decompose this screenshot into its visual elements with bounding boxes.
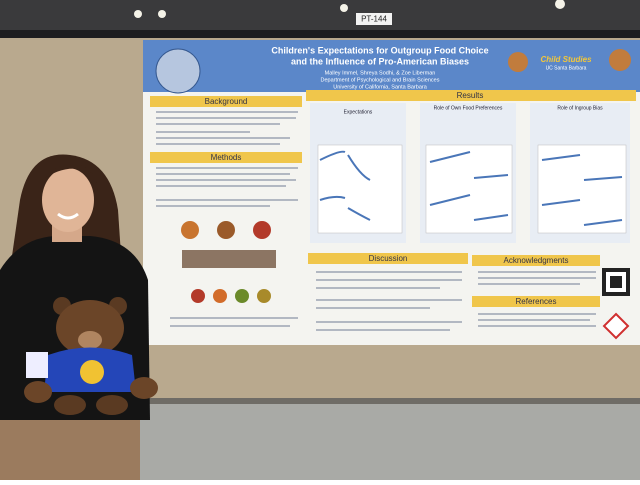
section-header [306, 90, 636, 101]
section-title: Acknowledgments [504, 256, 569, 265]
qr-code [610, 276, 622, 288]
graph-lines [317, 144, 627, 234]
section-header [308, 253, 468, 264]
panel-title: Role of Ingroup Bias [557, 105, 603, 111]
teddy-bear [24, 297, 158, 415]
ceiling-light [340, 4, 348, 12]
badge [602, 312, 630, 340]
sign-text: PT-144 [361, 15, 387, 24]
logo-figure [508, 52, 528, 72]
food-images [181, 221, 276, 303]
section-title: Background [205, 97, 248, 106]
name-badge [26, 352, 48, 378]
section-title: Discussion [369, 254, 408, 263]
poster-department: Department of Psychological and Brain Sc… [321, 77, 440, 83]
section-header [150, 152, 302, 163]
sign [356, 13, 392, 25]
ceiling [0, 0, 640, 32]
panel-title: Expectations [344, 109, 373, 115]
ceiling-light [555, 0, 565, 9]
panel-title: Role of Own Food Preferences [434, 105, 503, 111]
text-lines [156, 111, 596, 331]
logo-text: UC Santa Barbara [546, 65, 587, 71]
poster-authors: Malley Immel, Shreya Sodhi, & Zoe Liberm… [325, 70, 436, 76]
section-header [150, 96, 302, 107]
poster-title: Children's Expectations for Outgroup Foo… [271, 45, 488, 55]
university-seal [155, 48, 201, 94]
poster-title: and the Influence of Pro-American Biases [291, 56, 469, 66]
ceiling-light [158, 10, 166, 18]
poster-header [143, 40, 640, 92]
board-base [0, 398, 640, 404]
frame [0, 30, 640, 38]
section-header [472, 296, 600, 307]
section-header [472, 255, 600, 266]
logo-text: Child Studies [540, 55, 592, 64]
section-title: References [516, 297, 557, 306]
poster-university: University of California, Santa Barbara [333, 84, 427, 90]
logo-figure [609, 49, 631, 71]
section-title: Methods [211, 153, 242, 162]
section-title: Results [457, 91, 484, 100]
ceiling-light [134, 10, 142, 18]
